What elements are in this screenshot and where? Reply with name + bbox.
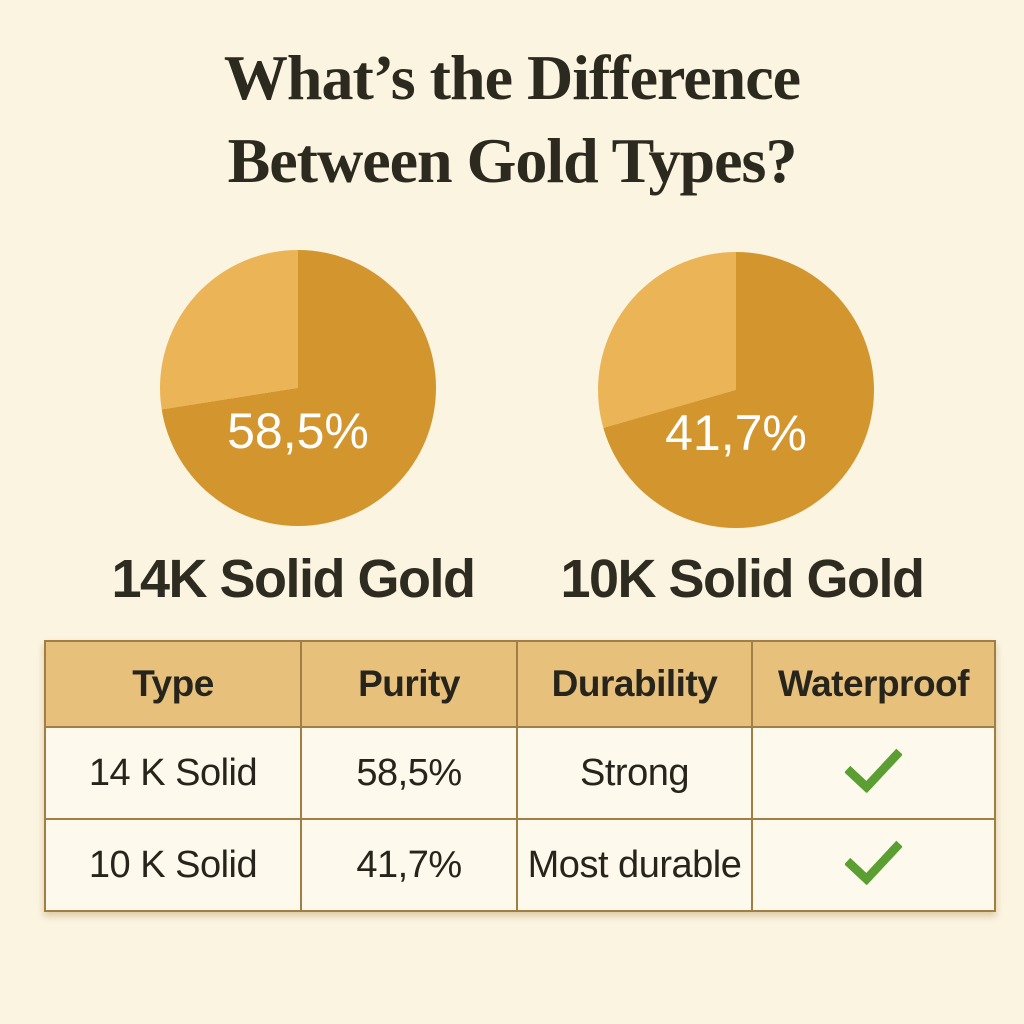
column-header-purity: Purity bbox=[300, 640, 518, 728]
pie-caption-14k: 14K Solid Gold bbox=[111, 549, 476, 609]
pie-chart-10k: 41,7% bbox=[598, 252, 874, 528]
cell-waterproof-10k bbox=[751, 818, 996, 912]
table-row-14k: 14 K Solid 58,5% Strong bbox=[44, 726, 996, 820]
cell-waterproof-14k bbox=[751, 726, 996, 820]
cell-durability-14k: Strong bbox=[516, 726, 753, 820]
pie-chart-14k: 58,5% bbox=[160, 250, 436, 526]
cell-type-10k: 10 K Solid bbox=[44, 818, 302, 912]
cell-purity-14k: 58,5% bbox=[300, 726, 518, 820]
page-title-line1: What’s the Difference bbox=[223, 42, 801, 113]
pie-value-label-10k: 41,7% bbox=[665, 404, 807, 461]
cell-type-14k: 14 K Solid bbox=[44, 726, 302, 820]
table-header-row: Type Purity Durability Waterproof bbox=[44, 640, 996, 728]
checkmark-icon bbox=[844, 733, 903, 793]
column-header-durability: Durability bbox=[516, 640, 753, 728]
table-row-10k: 10 K Solid 41,7% Most durable bbox=[44, 818, 996, 912]
cell-durability-10k: Most durable bbox=[516, 818, 753, 912]
cell-purity-10k: 41,7% bbox=[300, 818, 518, 912]
pie-caption-10k: 10K Solid Gold bbox=[560, 549, 925, 609]
page-title: What’s the Difference Between Gold Types… bbox=[0, 36, 1024, 202]
pie-value-label-14k: 58,5% bbox=[227, 402, 369, 459]
column-header-type: Type bbox=[44, 640, 302, 728]
checkmark-icon bbox=[844, 825, 903, 885]
column-header-waterproof: Waterproof bbox=[751, 640, 996, 728]
comparison-table: Type Purity Durability Waterproof 14 K S… bbox=[44, 640, 996, 912]
page-title-line2: Between Gold Types? bbox=[227, 125, 798, 197]
